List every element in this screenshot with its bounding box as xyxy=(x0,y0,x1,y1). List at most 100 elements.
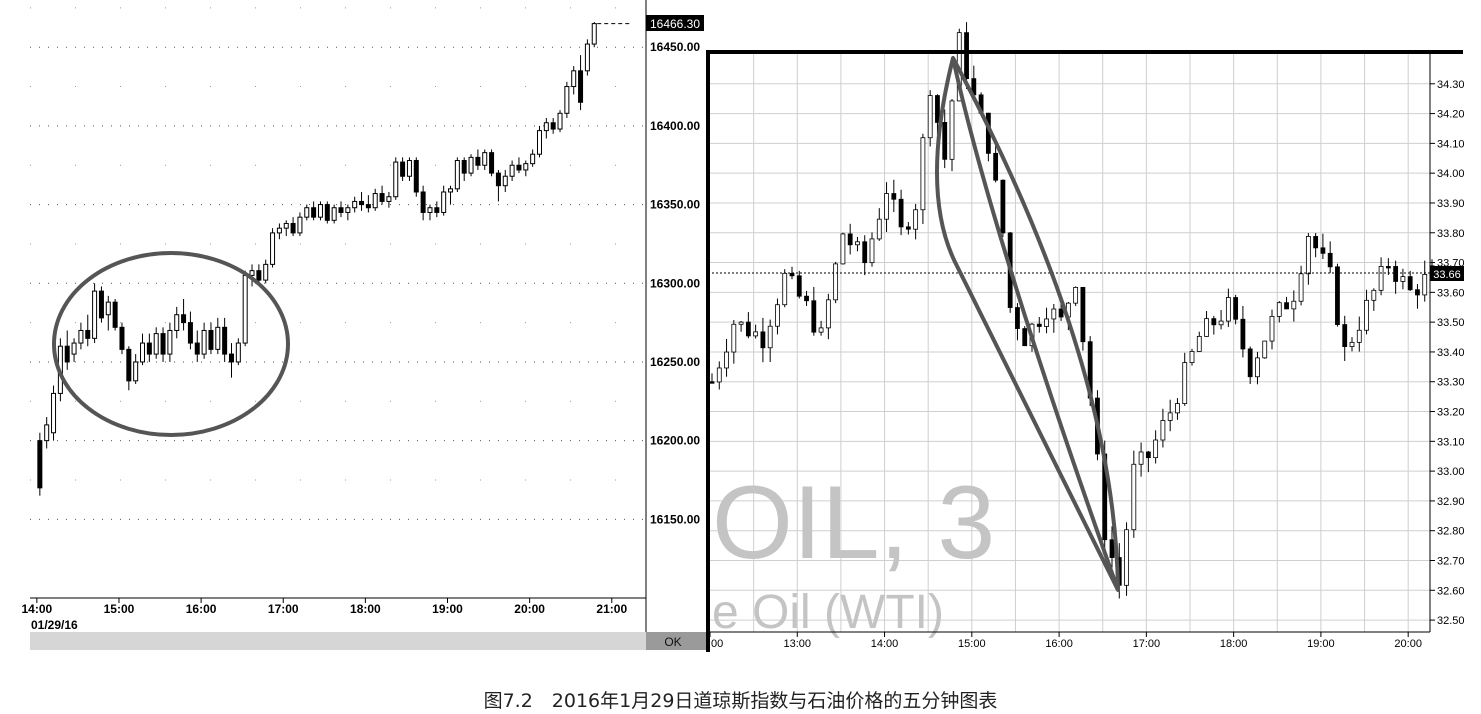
right-candle-body xyxy=(1189,351,1195,363)
left-candle-body xyxy=(153,333,159,355)
right-candle-body xyxy=(775,304,780,327)
right-candle-body xyxy=(993,152,999,181)
right-candle-body xyxy=(1393,266,1399,282)
watermark-symbol: OIL, 3 xyxy=(712,465,995,581)
left-candle-body xyxy=(263,263,269,281)
right-candle-body xyxy=(1247,348,1253,378)
left-candle-body xyxy=(64,345,70,363)
right-y-tick-label: 32.80 xyxy=(1437,526,1465,538)
right-candle-body xyxy=(1000,179,1006,234)
left-candle-body xyxy=(37,440,43,489)
right-x-tick-label: 00 xyxy=(711,638,723,650)
left-candle-body xyxy=(591,23,597,45)
left-candle-body xyxy=(270,232,276,265)
right-y-tick-label: 34.10 xyxy=(1437,138,1465,150)
left-candle-body xyxy=(140,342,146,363)
right-candle-body xyxy=(796,275,802,297)
right-y-tick-label: 32.70 xyxy=(1437,555,1465,567)
right-candle-body xyxy=(869,238,875,264)
right-candle-body xyxy=(1182,362,1188,404)
right-candle-body xyxy=(1073,286,1079,304)
right-candle-body xyxy=(1109,539,1115,558)
right-candle-body xyxy=(1160,420,1166,441)
right-candles xyxy=(709,22,1435,599)
right-candle-body xyxy=(782,272,788,306)
right-candle-body xyxy=(898,198,904,228)
right-candle-body xyxy=(789,272,795,277)
right-candle-body xyxy=(1407,276,1413,291)
right-candle-body xyxy=(862,241,868,264)
left-candle-body xyxy=(119,326,125,350)
right-y-tick-label: 34.00 xyxy=(1437,168,1465,180)
left-scrollbar[interactable] xyxy=(30,632,646,650)
right-candle-body xyxy=(1305,236,1311,275)
left-candle-body xyxy=(146,342,152,355)
left-candle-body xyxy=(345,207,351,213)
right-x-tick-label: 15:00 xyxy=(958,638,986,650)
right-candle-body xyxy=(760,331,766,349)
right-candle-body xyxy=(1342,324,1348,348)
left-x-tick-labels: 14:00 15:00 16:00 17:00 18:00 19:00 20:00 21:00 xyxy=(21,598,627,616)
right-candle-body xyxy=(1378,266,1384,291)
left-y-tick-label: 16150.00 xyxy=(650,512,700,526)
right-candle-body xyxy=(855,241,860,246)
left-x-tick-label: 17:00 xyxy=(268,602,299,616)
left-candle-body xyxy=(235,342,241,363)
ok-button[interactable] xyxy=(646,632,706,650)
left-candle-body xyxy=(468,156,474,174)
left-candle-body xyxy=(427,207,433,213)
left-candle-body xyxy=(276,227,282,234)
left-candle-body xyxy=(181,314,187,324)
right-candle-body xyxy=(1335,266,1340,325)
right-candle-body xyxy=(1400,276,1406,282)
left-candle-body xyxy=(174,314,180,331)
dual-price-figure: 16150.00 16200.00 16250.00 16300.00 16350.00… xyxy=(21,0,1465,652)
left-candle-body xyxy=(393,161,399,198)
left-candle-body xyxy=(331,207,337,221)
right-candle-body xyxy=(825,299,831,329)
right-candle-body xyxy=(1022,328,1028,347)
right-candle-body xyxy=(709,381,715,384)
left-candle-body xyxy=(85,329,91,339)
left-candle-body xyxy=(406,160,412,177)
left-y-tick-label: 16200.00 xyxy=(650,434,700,448)
left-candle-body xyxy=(365,204,371,209)
right-candle-body xyxy=(840,233,846,265)
right-candle-body xyxy=(876,218,882,240)
left-candle-body xyxy=(215,326,221,350)
left-candle-body xyxy=(557,112,563,130)
right-x-tick-label: 19:00 xyxy=(1307,638,1335,650)
left-candle-body xyxy=(71,342,77,355)
right-candle-body xyxy=(964,32,969,80)
left-candle-body xyxy=(454,160,460,190)
right-y-tick-label: 33.50 xyxy=(1437,317,1465,329)
left-candle-body xyxy=(228,353,234,363)
left-x-tick-label: 16:00 xyxy=(186,602,217,616)
left-candle-body xyxy=(509,164,515,177)
left-x-tick-label: 18:00 xyxy=(350,602,381,616)
right-candle-body xyxy=(891,193,897,200)
right-candle-body xyxy=(804,295,809,302)
right-x-tick-label: 17:00 xyxy=(1133,638,1161,650)
left-candle-body xyxy=(324,204,330,221)
right-candle-body xyxy=(1320,247,1326,254)
right-candle-body xyxy=(833,263,839,301)
right-candle-body xyxy=(1255,357,1260,378)
right-y-tick-label: 33.20 xyxy=(1437,407,1465,419)
right-candle-body xyxy=(1240,318,1246,350)
left-candle-body xyxy=(105,301,111,316)
right-candle-body xyxy=(811,300,817,333)
right-candle-body xyxy=(1284,302,1289,310)
right-candle-body xyxy=(935,95,940,123)
right-y-tick-label: 34.30 xyxy=(1437,79,1465,91)
left-candle-body xyxy=(256,270,262,281)
right-candle-body xyxy=(818,327,824,333)
left-candle-body xyxy=(78,329,84,344)
right-x-tick-label: 14:00 xyxy=(871,638,899,650)
left-candle-body xyxy=(194,342,200,355)
left-candle-body xyxy=(550,122,556,130)
right-x-tick-label: 20:00 xyxy=(1394,638,1422,650)
right-candle-body xyxy=(1211,318,1217,326)
current-price-label: 33.66 xyxy=(1433,269,1461,281)
right-candle-body xyxy=(1225,297,1231,322)
